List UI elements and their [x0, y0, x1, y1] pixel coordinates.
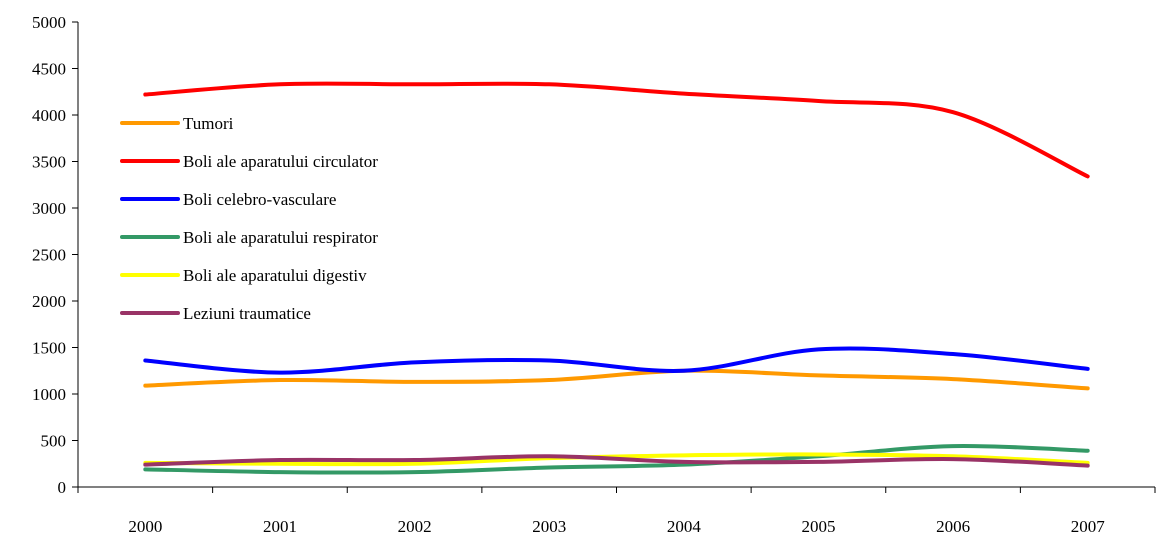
y-tick-label: 2500 — [32, 246, 66, 265]
series-line-3 — [143, 443, 1090, 475]
legend-label: Boli ale aparatului circulator — [183, 152, 378, 171]
x-tick-label: 2004 — [667, 517, 702, 534]
y-tick-label: 0 — [58, 478, 67, 497]
x-tick-label: 2002 — [398, 517, 432, 534]
series-line-4 — [143, 452, 1090, 467]
y-tick-label: 3000 — [32, 199, 66, 218]
legend-label: Boli celebro-vasculare — [183, 190, 336, 209]
axes: 0 500 1000 1500 2000 2500 3000 3500 4000 4500 5000… — [32, 13, 1156, 534]
x-tick-label: 2006 — [936, 517, 970, 534]
legend-label: Leziuni traumatice — [183, 304, 311, 323]
x-tick-label: 2005 — [801, 517, 835, 534]
x-tick-label: 2007 — [1071, 517, 1106, 534]
y-tick-label: 1500 — [32, 339, 66, 358]
series-lines — [143, 81, 1090, 475]
series-line-1 — [143, 81, 1090, 179]
x-tick-label: 2001 — [263, 517, 297, 534]
series-line-2 — [143, 346, 1090, 375]
y-tick-label: 1000 — [32, 385, 66, 404]
y-tick-label: 3500 — [32, 153, 66, 172]
x-tick-label: 2000 — [128, 517, 162, 534]
y-tick-label: 2000 — [32, 292, 66, 311]
legend: Tumori Boli ale aparatului circulator Boli… — [120, 114, 378, 323]
y-tick-label: 5000 — [32, 13, 66, 32]
legend-label: Boli ale aparatului respirator — [183, 228, 378, 247]
series-line-5 — [143, 454, 1090, 468]
y-tick-label: 4500 — [32, 60, 66, 79]
series-line-0 — [143, 368, 1090, 391]
legend-label: Tumori — [183, 114, 234, 133]
y-tick-label: 4000 — [32, 106, 66, 125]
x-tick-label: 2003 — [532, 517, 566, 534]
y-tick-label: 500 — [41, 432, 67, 451]
legend-label: Boli ale aparatului digestiv — [183, 266, 367, 285]
